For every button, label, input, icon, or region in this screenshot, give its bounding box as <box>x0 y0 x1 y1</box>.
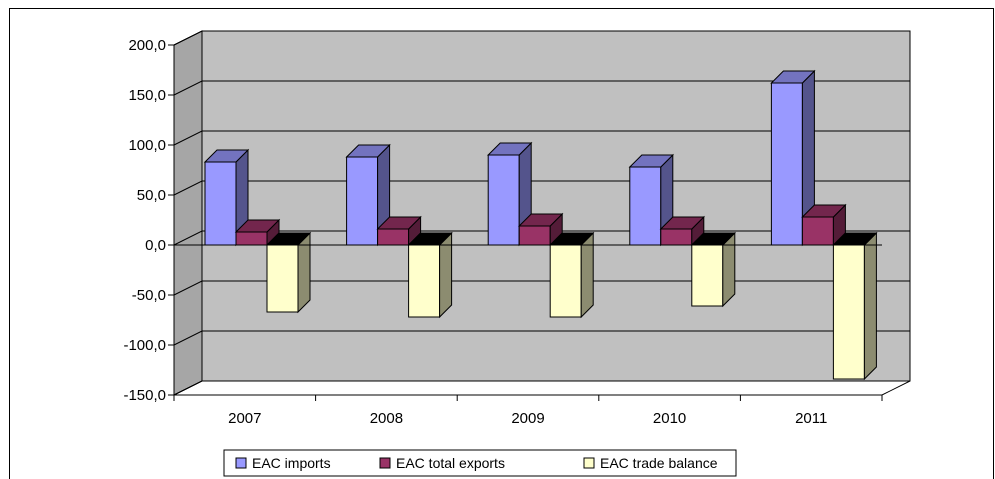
bar-top <box>801 204 847 218</box>
x-axis-tick-labels: 2007 2008 2009 2010 2011 <box>228 410 827 427</box>
bar-top <box>517 213 564 227</box>
gridline <box>173 130 910 146</box>
gridline <box>173 80 910 96</box>
axes <box>168 44 883 401</box>
bar-eac-imports-2008 <box>345 143 391 247</box>
bar-side <box>722 231 736 308</box>
bar-eac-total-exports-2008 <box>376 215 422 247</box>
y-tick-label: -100,0 <box>123 337 166 354</box>
y-tick-label: 100,0 <box>128 137 166 154</box>
x-tick-label: 2007 <box>228 410 261 427</box>
bar-front <box>346 156 379 246</box>
bar-top <box>234 219 281 233</box>
y-tick-label: -50,0 <box>132 287 166 304</box>
bar-eac-imports-2010 <box>628 153 675 247</box>
bar-eac-total-exports-2011 <box>801 203 847 247</box>
bar-front <box>408 244 441 318</box>
bar-eac-imports-2011 <box>770 69 816 247</box>
bar-top <box>376 216 422 230</box>
bar-top <box>628 154 675 168</box>
bars <box>203 69 878 381</box>
y-tick-label: 200,0 <box>128 37 166 54</box>
bar-front <box>832 244 865 380</box>
legend-swatch <box>583 457 595 469</box>
bar-eac-total-exports-2009 <box>517 212 564 247</box>
legend-swatch <box>379 457 391 469</box>
bar-front <box>770 82 803 246</box>
gridlines <box>173 30 910 396</box>
chart-frame <box>9 8 994 479</box>
y-tick-label: 150,0 <box>128 87 166 104</box>
x-tick-label: 2010 <box>653 410 686 427</box>
floor <box>173 380 911 396</box>
bar-top <box>345 144 391 158</box>
y-axis-tick-labels: 200,0 150,0 100,0 50,0 0,0 -50,0 -100,0 -150,0 <box>123 37 166 404</box>
bar-front <box>235 231 268 246</box>
gridline <box>173 380 910 396</box>
bar-side <box>439 231 453 319</box>
y-tick-label: 50,0 <box>137 187 166 204</box>
bar-front <box>660 228 693 246</box>
gridline <box>173 30 910 46</box>
bar-eac-trade-balance-2007 <box>265 231 312 314</box>
bar-front <box>204 161 237 246</box>
bar-top <box>659 216 706 230</box>
bar-front <box>518 225 551 246</box>
y-tick-label: -150,0 <box>123 387 166 404</box>
bar-eac-trade-balance-2011 <box>832 231 878 381</box>
legend-swatch <box>235 457 247 469</box>
bar-side <box>580 231 594 319</box>
gridline <box>173 280 910 296</box>
bar-eac-trade-balance-2009 <box>548 231 595 319</box>
legend: EAC imports EAC total exports EAC trade ba… <box>223 449 737 477</box>
bar-front <box>691 244 724 307</box>
x-tick-label: 2011 <box>795 410 827 427</box>
gridline <box>173 180 910 196</box>
bar-front <box>549 244 582 318</box>
bar-front <box>629 166 662 246</box>
x-tick-label: 2009 <box>511 410 544 427</box>
bar-top <box>486 142 533 156</box>
x-tick-label: 2008 <box>370 410 403 427</box>
bar-front <box>377 228 410 246</box>
bar-front <box>266 244 299 313</box>
bar-eac-trade-balance-2010 <box>690 231 737 308</box>
bar-side <box>863 231 877 381</box>
y-tick-label: 0,0 <box>145 237 166 254</box>
legend-box <box>223 449 737 477</box>
bar-eac-total-exports-2010 <box>659 215 706 247</box>
bar-front <box>487 154 520 246</box>
bar-top <box>770 70 816 84</box>
bar-front <box>801 216 834 246</box>
legend-label: EAC total exports <box>396 455 505 471</box>
gridline <box>173 330 910 346</box>
legend-label: EAC imports <box>252 455 331 471</box>
bar-eac-total-exports-2007 <box>234 218 281 247</box>
bar-eac-trade-balance-2008 <box>407 231 453 319</box>
bar-top <box>203 149 250 163</box>
legend-label: EAC trade balance <box>600 455 718 471</box>
side-wall <box>173 30 203 396</box>
